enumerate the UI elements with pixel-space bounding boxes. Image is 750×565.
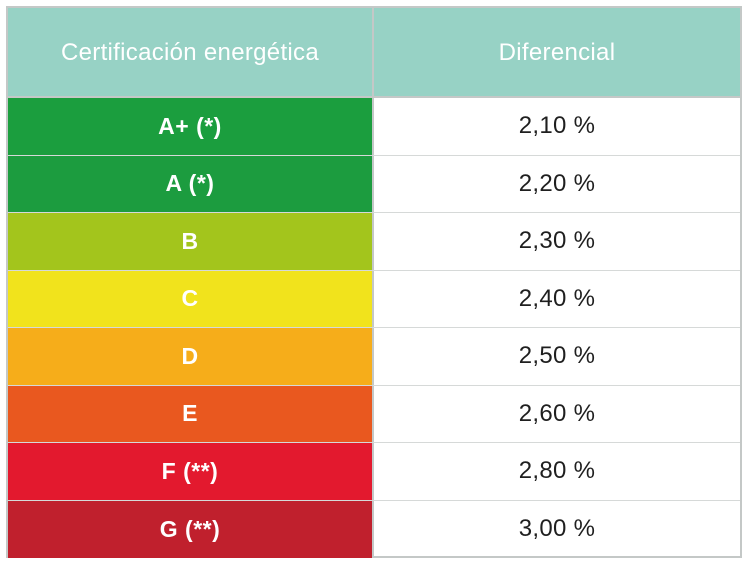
differential-cell: 2,50 % <box>518 342 596 370</box>
header-differential: Diferencial <box>498 38 616 66</box>
differential-cell: 2,30 % <box>518 227 596 255</box>
header-certification: Certificación energética <box>8 8 374 96</box>
table-row: G (**) 3,00 % <box>8 500 740 558</box>
grade-cell: A (*) <box>8 155 374 212</box>
table-header: Certificación energética Diferencial <box>8 8 740 98</box>
grade-cell: A+ (*) <box>8 98 374 155</box>
differential-cell: 2,10 % <box>518 112 596 140</box>
differential-cell: 2,40 % <box>518 284 596 312</box>
grade-cell: G (**) <box>8 500 374 558</box>
grade-cell: C <box>8 270 374 327</box>
energy-certification-table: Certificación energética Diferencial A+ … <box>6 6 742 558</box>
table-row: F (**) 2,80 % <box>8 443 740 501</box>
grade-cell: D <box>8 328 374 385</box>
differential-cell: 2,60 % <box>518 399 596 427</box>
grade-cell: F (**) <box>8 443 374 500</box>
grade-cell: B <box>8 213 374 270</box>
differential-cell: 2,20 % <box>518 169 596 197</box>
table-row: C 2,40 % <box>8 270 740 328</box>
differential-cell: 3,00 % <box>518 515 596 543</box>
grade-cell: E <box>8 385 374 442</box>
table-row: D 2,50 % <box>8 328 740 386</box>
differential-cell: 2,80 % <box>518 457 596 485</box>
table-row: B 2,30 % <box>8 213 740 271</box>
table-row: A+ (*) 2,10 % <box>8 98 740 156</box>
table-row: E 2,60 % <box>8 385 740 443</box>
table-row: A (*) 2,20 % <box>8 155 740 213</box>
